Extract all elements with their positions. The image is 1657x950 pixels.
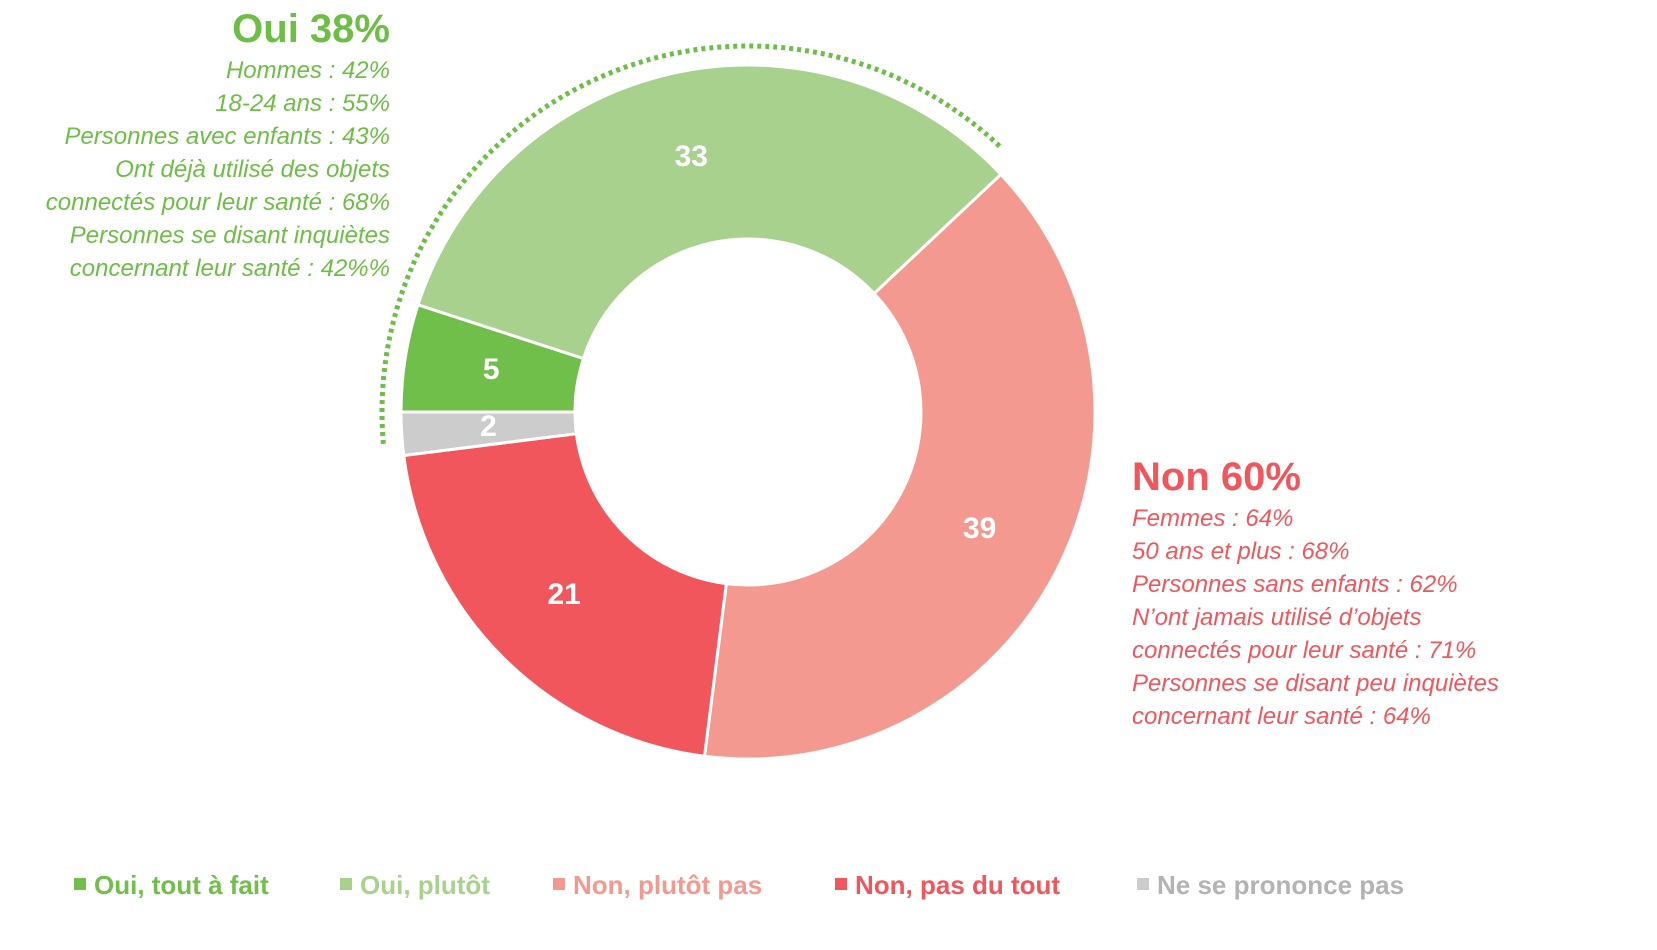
annotation-title: Non 60% bbox=[1132, 455, 1301, 499]
annotation-line: Hommes : 42% bbox=[226, 57, 390, 84]
legend-marker bbox=[553, 878, 565, 890]
annotation-line: connectés pour leur santé : 68% bbox=[46, 189, 390, 216]
legend-label: Non, pas du tout bbox=[855, 870, 1060, 900]
annotation-line: 50 ans et plus : 68% bbox=[1132, 538, 1349, 565]
legend-label: Non, plutôt pas bbox=[573, 870, 762, 900]
legend-label: Oui, tout à fait bbox=[94, 870, 269, 900]
data-label: 5 bbox=[483, 353, 500, 386]
donut-segment bbox=[702, 172, 1097, 761]
annotation-line: concernant leur santé : 42%% bbox=[70, 255, 390, 282]
legend-marker bbox=[1137, 878, 1149, 890]
annotation-line: 18-24 ans : 55% bbox=[215, 90, 390, 117]
data-label: 39 bbox=[963, 512, 996, 545]
legend-marker bbox=[340, 878, 352, 890]
annotation-line: Personnes sans enfants : 62% bbox=[1132, 571, 1458, 598]
data-label: 33 bbox=[675, 140, 708, 173]
annotation-line: Personnes se disant peu inquiètes bbox=[1132, 670, 1499, 697]
annotation-line: Personnes se disant inquiètes bbox=[70, 222, 390, 249]
annotation-line: Personnes avec enfants : 43% bbox=[64, 123, 390, 150]
data-label: 2 bbox=[480, 410, 497, 443]
annotation-line: Femmes : 64% bbox=[1132, 505, 1293, 532]
annotation-line: N’ont jamais utilisé d’objets bbox=[1132, 604, 1421, 631]
donut-segment bbox=[399, 410, 579, 458]
annotation-line: connectés pour leur santé : 71% bbox=[1132, 637, 1476, 664]
annotation-title: Oui 38% bbox=[232, 7, 390, 51]
annotation-line: concernant leur santé : 64% bbox=[1132, 703, 1431, 730]
annotation-line: Ont déjà utilisé des objets bbox=[115, 156, 390, 183]
legend-label: Ne se prononce pas bbox=[1157, 870, 1404, 900]
donut-segment bbox=[416, 63, 1004, 361]
dotted-arc bbox=[379, 43, 1004, 445]
legend-marker bbox=[835, 878, 847, 890]
donut-segment bbox=[402, 432, 728, 758]
legend-marker bbox=[74, 878, 86, 890]
data-label: 21 bbox=[547, 578, 580, 611]
legend-label: Oui, plutôt bbox=[360, 870, 490, 900]
